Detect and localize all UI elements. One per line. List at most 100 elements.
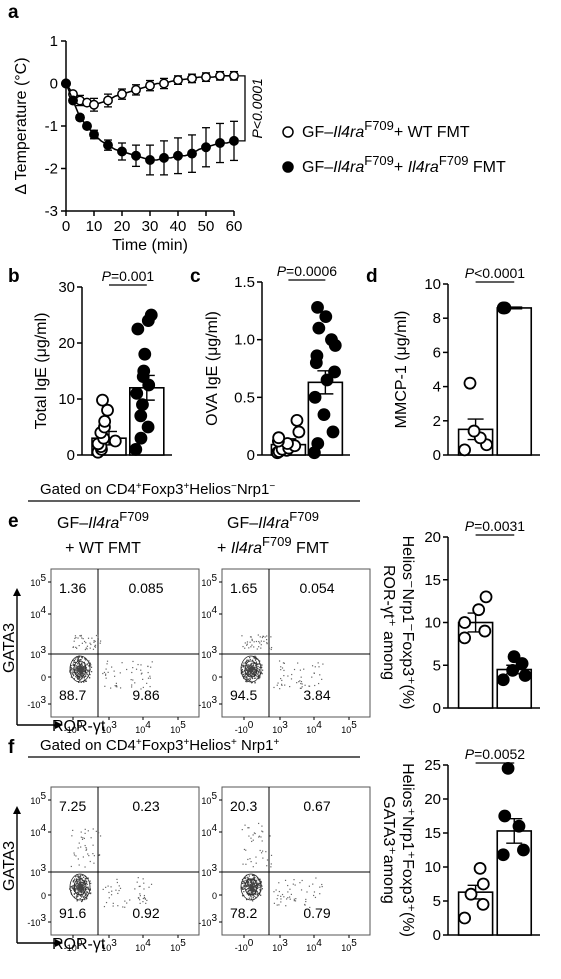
quadrant-q3-value: 88.7: [59, 687, 86, 703]
event-dot: [319, 674, 321, 676]
flow-y-tick-label: 104: [30, 605, 46, 621]
event-dot: [80, 885, 82, 887]
event-dot: [90, 882, 92, 884]
event-dot: [257, 634, 259, 636]
event-dot: [82, 675, 85, 677]
event-dot: [144, 897, 146, 900]
event-dot: [254, 666, 256, 669]
event-dot: [84, 658, 87, 660]
event-dot: [254, 665, 257, 667]
event-dot: [124, 900, 126, 902]
event-dot: [86, 892, 88, 894]
event-dot: [246, 676, 248, 678]
event-dot: [260, 882, 262, 884]
event-dot: [249, 885, 252, 887]
data-point: [131, 322, 145, 336]
event-dot: [85, 849, 87, 851]
text-part: 10: [201, 828, 211, 838]
y-tick-label: 1.0: [234, 332, 255, 349]
density-contour: [240, 873, 262, 901]
event-dot: [73, 887, 76, 889]
event-dot: [244, 642, 246, 644]
event-dot: [243, 664, 245, 666]
event-dot: [244, 647, 246, 649]
event-dot: [146, 899, 148, 902]
event-dot: [115, 685, 117, 688]
event-dot: [254, 888, 256, 891]
data-point: [512, 819, 526, 833]
event-dot: [105, 673, 107, 675]
event-dot: [83, 881, 85, 883]
data-point: [473, 861, 487, 875]
flow-x-tick-label: -100: [235, 720, 254, 736]
event-dot: [84, 892, 86, 894]
event-dot: [89, 889, 91, 891]
event-dot: [77, 671, 79, 673]
event-dot: [257, 882, 259, 884]
event-dot: [69, 886, 72, 888]
event-dot: [249, 892, 251, 894]
data-point: [82, 121, 92, 131]
text-part: 10: [135, 943, 145, 953]
event-dot: [80, 634, 82, 637]
event-dot: [255, 677, 257, 679]
event-dot: [252, 896, 254, 899]
event-dot: [80, 673, 82, 675]
event-dot: [246, 883, 249, 885]
event-dot: [78, 864, 80, 866]
event-dot: [82, 876, 85, 878]
text-part: -10: [235, 943, 248, 953]
event-dot: [250, 896, 252, 898]
event-dot: [313, 894, 315, 897]
event-dot: [313, 672, 315, 674]
event-dot: [287, 884, 289, 887]
event-dot: [142, 901, 144, 903]
event-dot: [76, 887, 78, 890]
event-dot: [251, 889, 253, 891]
event-dot: [72, 888, 74, 890]
text-part: Nrp1: [237, 481, 270, 498]
event-dot: [76, 667, 78, 669]
event-dot: [254, 890, 257, 892]
event-dot: [245, 678, 247, 681]
text-part: F709: [119, 509, 149, 524]
event-dot: [89, 673, 91, 676]
text-part: GF–: [57, 515, 88, 532]
event-dot: [242, 886, 244, 889]
superscript: 0: [77, 720, 83, 731]
event-dot: [85, 847, 87, 849]
event-dot: [249, 881, 252, 883]
event-dot: [76, 878, 78, 880]
event-dot: [70, 664, 72, 667]
data-point: [136, 398, 149, 412]
event-dot: [250, 672, 253, 674]
event-dot: [106, 663, 108, 665]
event-dot: [251, 667, 253, 669]
event-dot: [287, 675, 289, 677]
event-dot: [252, 834, 254, 836]
event-dot: [258, 883, 260, 885]
event-dot: [245, 667, 247, 670]
data-point: [61, 78, 71, 89]
superscript: 5: [211, 573, 217, 584]
event-dot: [81, 674, 83, 676]
event-dot: [252, 892, 254, 894]
data-point: [134, 431, 148, 445]
event-dot: [251, 644, 253, 646]
x-tick-label: 40: [170, 218, 187, 235]
text-part: 10: [101, 943, 111, 953]
event-dot: [250, 664, 252, 666]
event-dot: [77, 678, 79, 680]
event-dot: [285, 898, 288, 900]
event-dot: [79, 875, 82, 877]
data-point: [98, 414, 112, 428]
event-dot: [281, 893, 284, 896]
p-value-label: P=0.0006: [277, 263, 338, 279]
superscript: 5: [40, 791, 46, 802]
event-dot: [250, 666, 252, 669]
event-dot: [280, 901, 282, 903]
event-dot: [93, 855, 95, 857]
density-contour: [73, 878, 87, 896]
event-dot: [71, 887, 73, 889]
event-dot: [252, 877, 255, 879]
